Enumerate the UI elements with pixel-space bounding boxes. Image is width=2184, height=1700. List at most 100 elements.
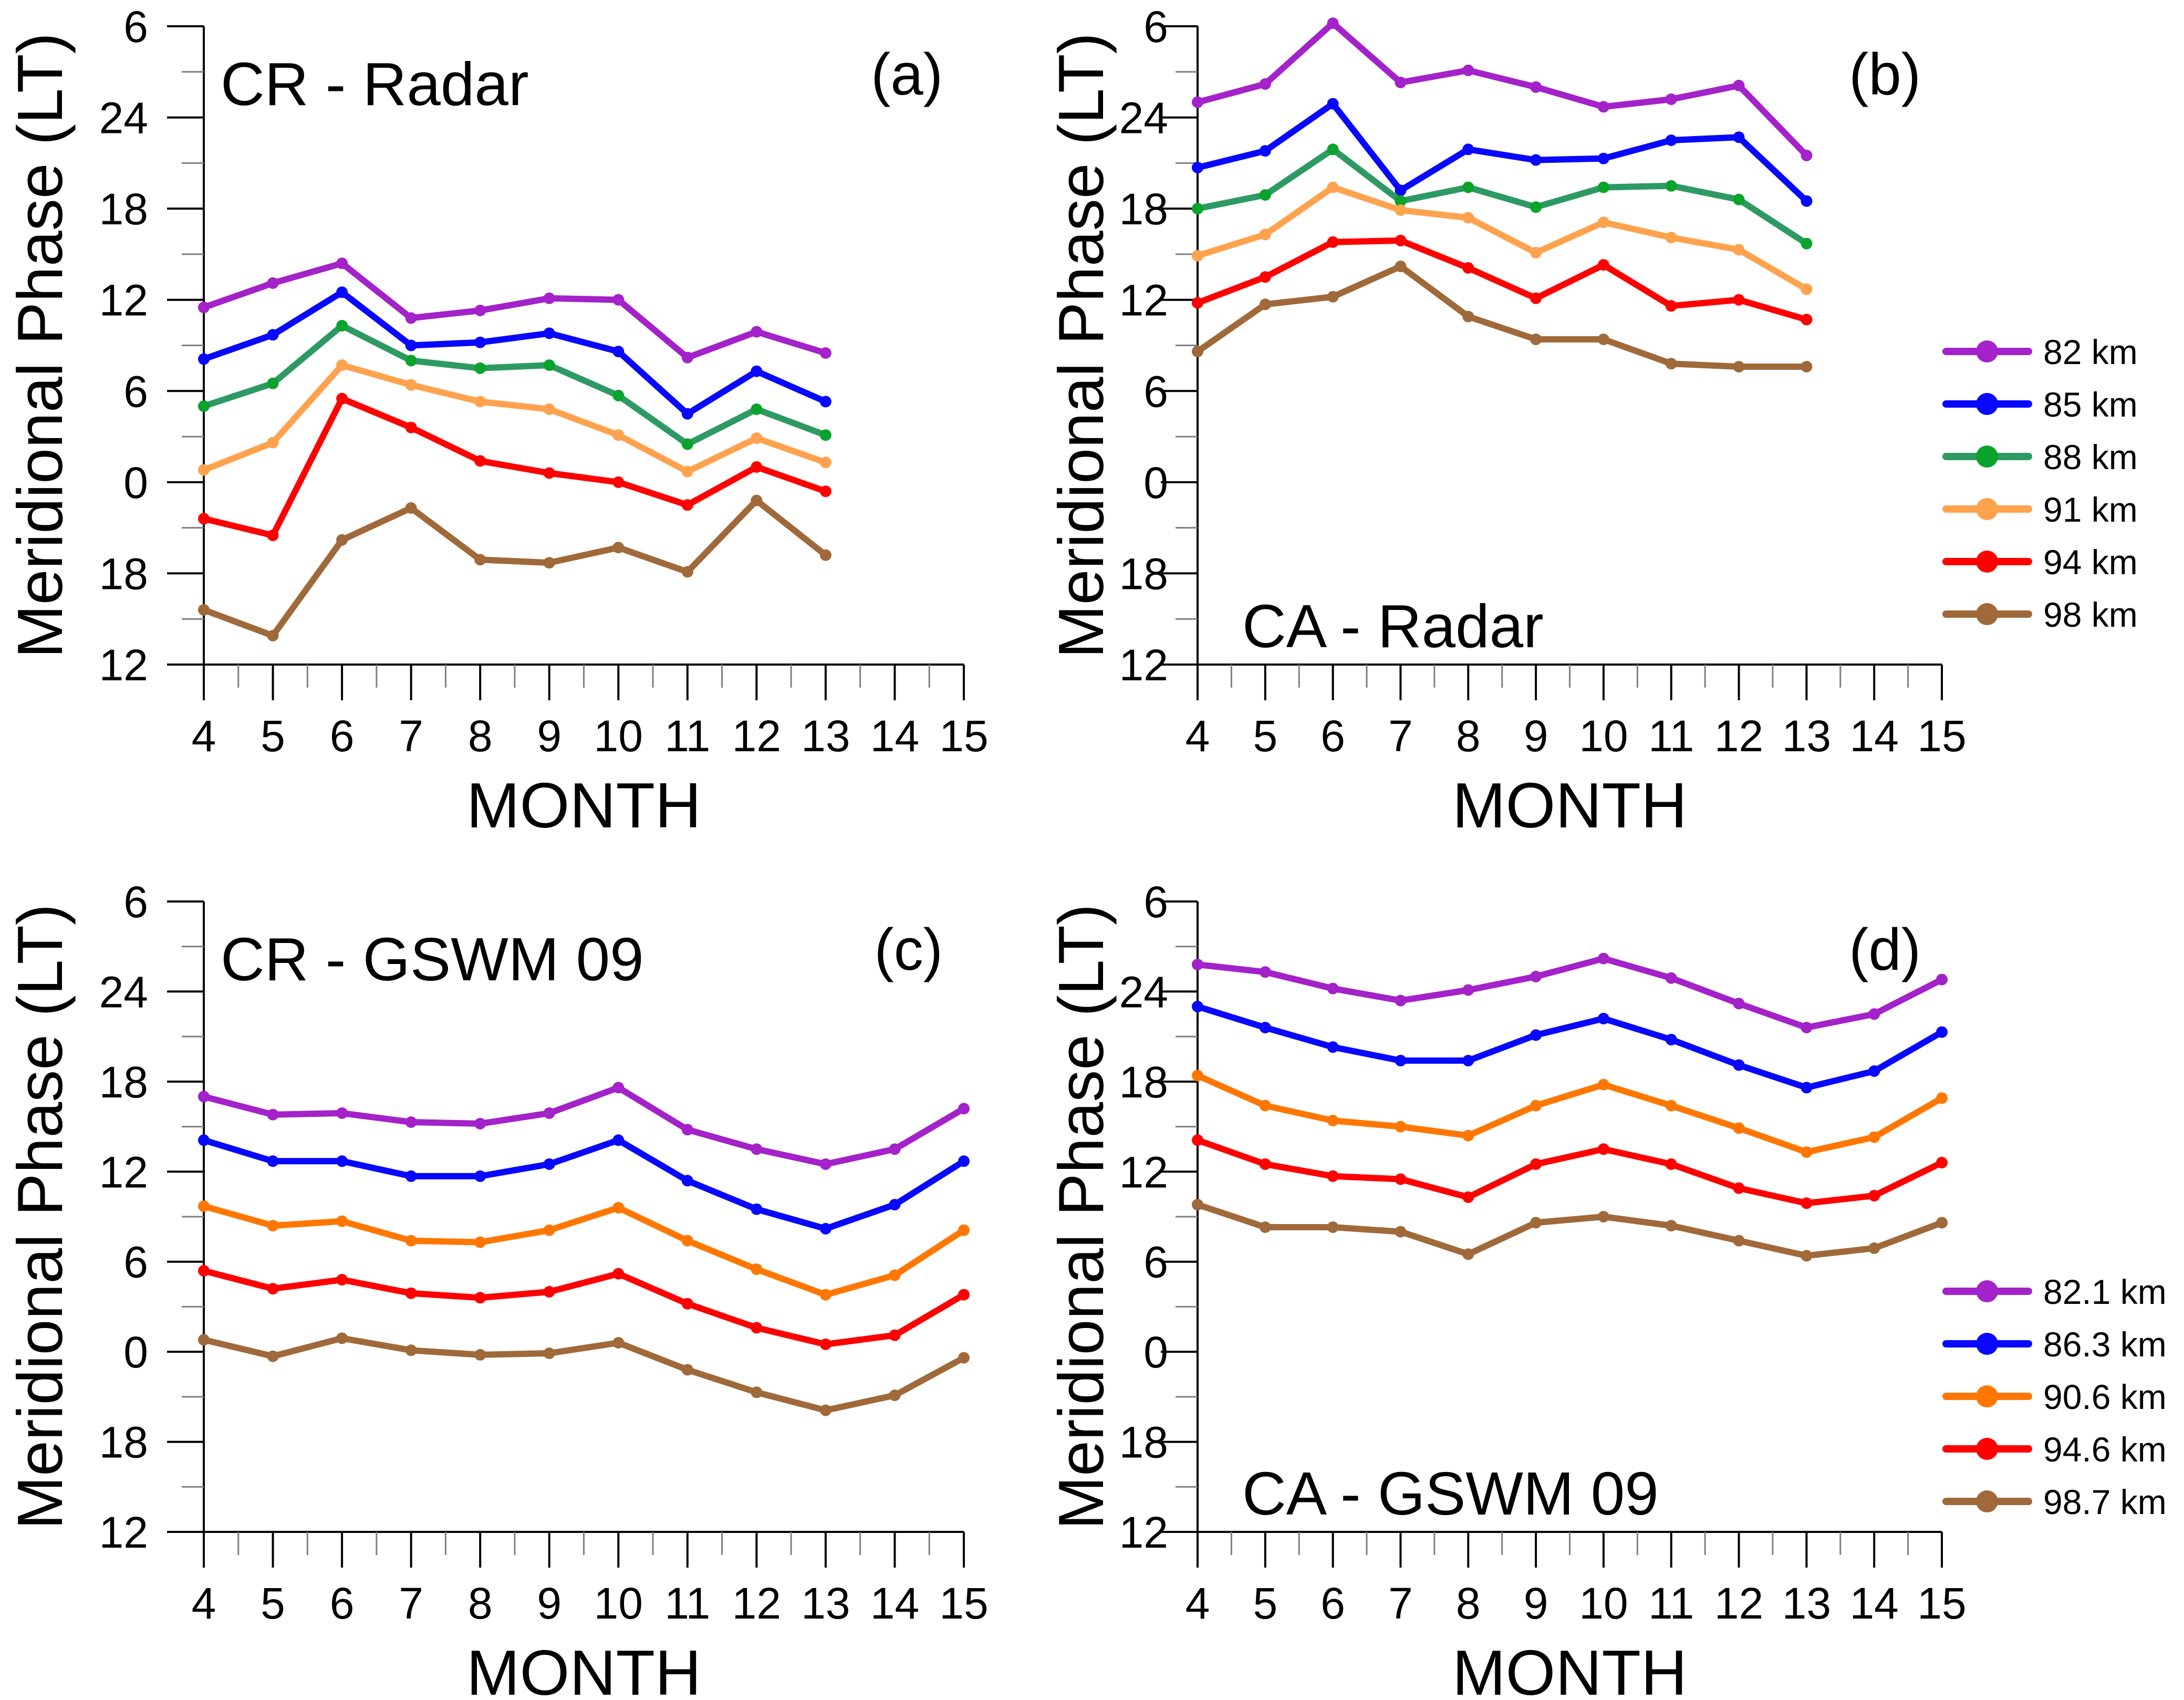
- data-point-icon: [1395, 261, 1407, 273]
- data-point-icon: [958, 1103, 970, 1115]
- x-axis-label: MONTH: [466, 1637, 701, 1697]
- data-point-icon: [405, 379, 417, 391]
- data-point-icon: [1395, 1173, 1407, 1185]
- y-axis-label: Meridional Phase (LT): [1045, 33, 1117, 658]
- legend-item-label: 91 km: [2043, 490, 2138, 529]
- data-point-icon: [751, 494, 763, 506]
- data-point-icon: [1395, 184, 1407, 196]
- y-tick-label: 12: [99, 276, 148, 325]
- legend-marker-icon: [1976, 1385, 1998, 1407]
- series-markers-86-3-km: [198, 1134, 970, 1235]
- data-point-icon: [198, 353, 210, 365]
- data-point-icon: [1327, 1041, 1339, 1053]
- x-tick-label: 7: [1388, 711, 1413, 761]
- data-point-icon: [1597, 181, 1609, 193]
- series-markers-98-7-km: [1192, 1199, 1948, 1262]
- data-point-icon: [958, 1224, 970, 1236]
- y-axis-label: Meridional Phase (LT): [1045, 904, 1117, 1529]
- data-point-icon: [958, 1352, 970, 1364]
- y-tick-label: 6: [123, 877, 148, 927]
- data-point-icon: [1327, 236, 1339, 248]
- data-point-icon: [1801, 1022, 1813, 1033]
- data-point-icon: [1462, 64, 1474, 76]
- x-tick-label: 4: [1185, 1579, 1210, 1628]
- data-point-icon: [1733, 361, 1745, 372]
- x-tick-label: 13: [1782, 1579, 1831, 1628]
- data-point-icon: [751, 461, 763, 473]
- x-tick-label: 14: [1849, 711, 1898, 761]
- legend-marker-icon: [1976, 1438, 1998, 1460]
- data-point-icon: [1462, 1129, 1474, 1142]
- data-point-icon: [474, 362, 486, 374]
- series-line-90-6-km: [1194, 1072, 1945, 1156]
- data-point-icon: [198, 400, 210, 412]
- data-point-icon: [543, 557, 555, 569]
- legend-marker-icon: [1976, 1490, 1998, 1512]
- series-line-91-km: [201, 362, 829, 475]
- data-point-icon: [198, 604, 210, 616]
- data-point-icon: [1801, 1250, 1813, 1262]
- x-tick-label: 4: [192, 711, 216, 761]
- data-point-icon: [1801, 1146, 1813, 1158]
- data-point-icon: [198, 1264, 210, 1277]
- panel-letter: (d): [1849, 917, 1921, 982]
- x-tick-label: 6: [1320, 711, 1345, 761]
- data-point-icon: [543, 1224, 555, 1236]
- legend-item-label: 98 km: [2043, 595, 2138, 634]
- data-point-icon: [1259, 78, 1271, 90]
- legend-item: 98 km: [1942, 595, 2138, 634]
- x-tick-label: 15: [939, 711, 988, 761]
- data-point-icon: [1327, 17, 1339, 29]
- series-line-98-km: [1194, 263, 1810, 370]
- data-point-icon: [1733, 1122, 1745, 1134]
- data-point-icon: [1259, 229, 1271, 241]
- data-point-icon: [1597, 152, 1609, 164]
- data-point-icon: [751, 1322, 763, 1334]
- x-tick-label: 11: [1648, 711, 1694, 761]
- series-markers-85-km: [1192, 98, 1813, 207]
- panel-title: CA - Radar: [1242, 592, 1544, 660]
- y-tick-label: 12: [99, 1147, 148, 1197]
- data-point-icon: [474, 336, 486, 348]
- data-point-icon: [543, 292, 555, 304]
- data-point-icon: [336, 1274, 348, 1286]
- x-tick-label: 8: [468, 711, 493, 761]
- data-point-icon: [751, 326, 763, 338]
- data-point-icon: [267, 329, 279, 341]
- data-point-icon: [336, 534, 348, 546]
- data-point-icon: [681, 566, 693, 578]
- data-point-icon: [819, 485, 831, 497]
- data-point-icon: [751, 403, 763, 415]
- data-point-icon: [267, 437, 279, 449]
- data-point-icon: [612, 390, 625, 401]
- data-point-icon: [1597, 333, 1609, 345]
- data-point-icon: [1936, 973, 1948, 986]
- data-point-icon: [1936, 1026, 1948, 1038]
- legend-marker-icon: [1976, 603, 1998, 625]
- data-point-icon: [1530, 1158, 1542, 1170]
- series-line-82-km: [201, 260, 829, 361]
- data-point-icon: [474, 1236, 486, 1248]
- data-point-icon: [819, 429, 831, 441]
- data-point-icon: [612, 476, 625, 488]
- data-point-icon: [889, 1199, 901, 1211]
- data-point-icon: [474, 554, 486, 566]
- legend-marker-icon: [1976, 445, 1998, 468]
- data-point-icon: [889, 1390, 901, 1401]
- data-point-icon: [405, 502, 417, 514]
- panel-letter: (a): [871, 42, 943, 107]
- x-axis-label: MONTH: [1452, 1637, 1687, 1697]
- data-point-icon: [1733, 998, 1745, 1010]
- y-tick-label: 18: [1119, 1418, 1168, 1467]
- data-point-icon: [751, 1143, 763, 1155]
- data-point-icon: [198, 302, 210, 314]
- x-tick-label: 14: [1849, 1579, 1898, 1628]
- data-point-icon: [1462, 212, 1474, 224]
- data-point-icon: [1395, 234, 1407, 246]
- data-point-icon: [1733, 244, 1745, 256]
- series-line-82-km: [1194, 20, 1810, 159]
- x-tick-label: 9: [537, 711, 561, 761]
